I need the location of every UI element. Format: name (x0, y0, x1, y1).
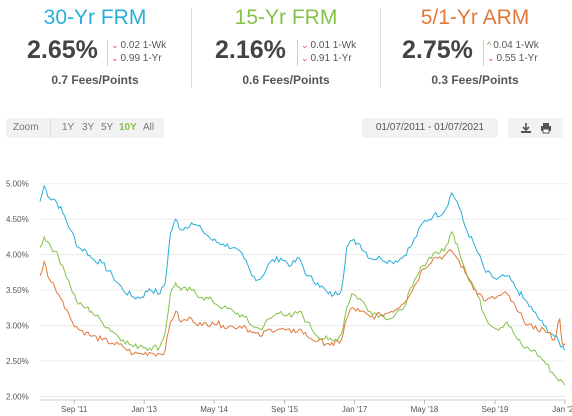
chart-series (39, 184, 566, 386)
zoom-label: Zoom (13, 122, 39, 133)
x-tick-label: Jan '17 (342, 405, 368, 414)
stat-change-week: ⌄ 0.02 1-Wk (111, 40, 167, 51)
zoom-option-3y[interactable]: 3Y (82, 122, 95, 133)
stat-change-year: ⌄ 0.55 1-Yr (487, 53, 538, 64)
zoom-selector: Zoom 1Y 3Y 5Y 10Y All (6, 118, 164, 138)
arrow-down-icon: ⌄ (487, 53, 495, 63)
stat-30yr-frm: 30-Yr FRM 2.65% ⌄ 0.02 1-Wk ⌄ 0.99 1-Yr 0.… (0, 0, 190, 100)
stat-change-week: ⌄ 0.01 1-Wk (301, 40, 357, 51)
series-line-1 (39, 230, 566, 386)
zoom-separator (50, 118, 51, 138)
stat-divider (380, 8, 381, 88)
stat-rate: 2.75% (402, 36, 473, 64)
arrow-down-icon: ⌄ (301, 53, 309, 63)
stat-title: 30-Yr FRM (43, 6, 147, 29)
x-tick-label: May '18 (411, 405, 439, 414)
chart-tools (508, 118, 563, 138)
x-tick-label: Jan '21 (552, 405, 572, 414)
zoom-option-10y[interactable]: 10Y (119, 122, 137, 133)
y-tick-label: 3.00% (6, 322, 29, 331)
stat-separator (107, 40, 108, 66)
stat-fees: 0.7 Fees/Points (51, 73, 139, 87)
download-icon[interactable] (520, 122, 532, 134)
zoom-option-1y[interactable]: 1Y (62, 122, 75, 133)
arrow-down-icon: ⌄ (301, 40, 309, 50)
x-axis-labels: Sep '11 Jan '13 May '14 Sep '15 Jan '17 May '… (61, 400, 572, 414)
y-tick-label: 3.50% (6, 286, 29, 295)
stat-fees: 0.3 Fees/Points (431, 73, 519, 87)
stat-15yr-frm: 15-Yr FRM 2.16% ⌄ 0.01 1-Wk ⌄ 0.91 1-Yr 0.… (191, 0, 381, 100)
x-tick-label: Sep '11 (61, 405, 88, 414)
x-tick-label: Sep '19 (482, 405, 509, 414)
stat-rate: 2.16% (215, 36, 286, 64)
stat-title: 15-Yr FRM (234, 6, 338, 29)
rate-summary: 30-Yr FRM 2.65% ⌄ 0.02 1-Wk ⌄ 0.99 1-Yr 0.… (0, 0, 572, 100)
zoom-option-5y[interactable]: 5Y (101, 122, 114, 133)
stat-change-year: ⌄ 0.91 1-Yr (301, 53, 352, 64)
y-tick-label: 4.00% (6, 251, 29, 260)
chart-grid (40, 183, 566, 397)
y-axis-labels: 2.00% 2.50% 3.00% 3.50% 4.00% 4.50% 5.00% (6, 180, 29, 402)
arrow-down-icon: ⌄ (111, 53, 119, 63)
stat-fees: 0.6 Fees/Points (242, 73, 330, 87)
stat-separator (297, 40, 298, 66)
x-tick-label: Sep '15 (271, 405, 298, 414)
x-tick-label: May '14 (200, 405, 228, 414)
arrow-up-icon: ^ (487, 40, 492, 50)
print-icon[interactable] (540, 122, 552, 134)
zoom-option-all[interactable]: All (143, 122, 155, 133)
y-tick-label: 4.50% (6, 215, 29, 224)
stat-5-1-arm: 5/1-Yr ARM 2.75% ^ 0.04 1-Wk ⌄ 0.55 1-Yr 0… (380, 0, 570, 100)
x-tick-label: Jan '13 (131, 405, 157, 414)
stat-separator (483, 40, 484, 66)
y-tick-label: 2.50% (6, 357, 29, 366)
date-range-display[interactable]: 01/07/2011 - 01/07/2021 (362, 118, 498, 138)
mortgage-rate-chart: 2.00% 2.50% 3.00% 3.50% 4.00% 4.50% 5.00% Sep … (6, 180, 572, 414)
series-line-2 (39, 248, 566, 357)
series-line-0 (39, 184, 566, 351)
y-tick-label: 5.00% (6, 180, 29, 189)
stat-change-week: ^ 0.04 1-Wk (487, 40, 539, 51)
y-tick-label: 2.00% (6, 392, 29, 401)
stat-divider (191, 8, 192, 88)
stat-change-year: ⌄ 0.99 1-Yr (111, 53, 162, 64)
stat-title: 5/1-Yr ARM (420, 6, 530, 29)
stat-rate: 2.65% (27, 36, 98, 64)
arrow-down-icon: ⌄ (111, 40, 119, 50)
